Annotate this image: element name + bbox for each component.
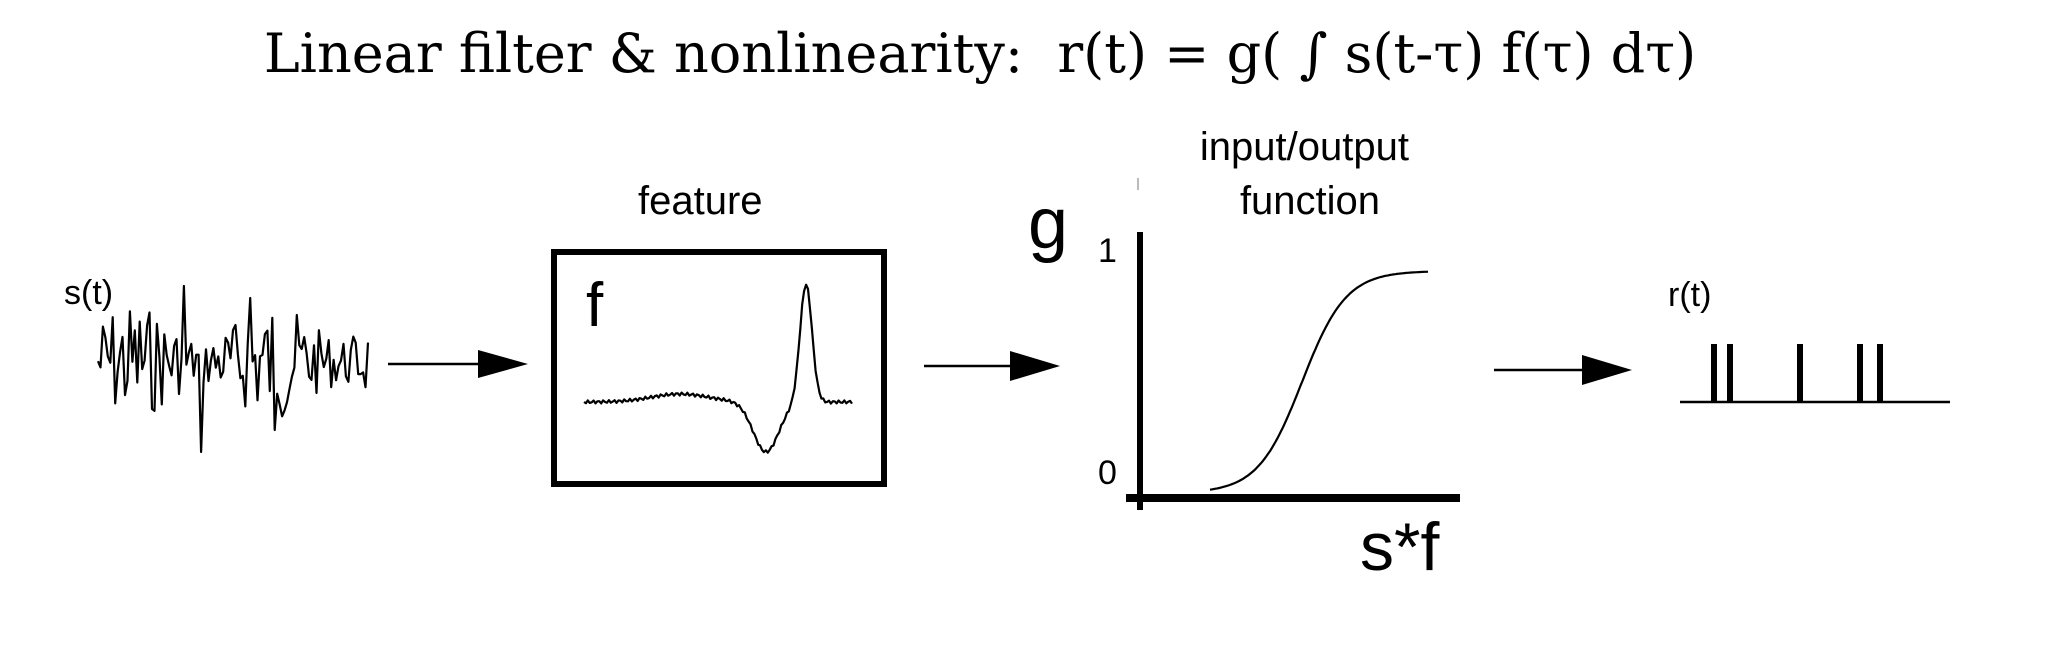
nonlinearity-caption-line1: input/output [1200, 125, 1409, 169]
spike-5 [1877, 344, 1883, 402]
spike-4 [1857, 344, 1863, 402]
arrow-filter-to-nonlinearity [924, 351, 1060, 381]
nonlinearity-symbol: g [1028, 184, 1068, 264]
filter-caption: feature [638, 179, 763, 223]
spike-train [1711, 344, 1883, 402]
y-tick-label-top: 1 [1098, 232, 1117, 270]
filter-box [551, 249, 887, 487]
sigmoid-curve [1209, 270, 1429, 491]
stimulus-label: s(t) [64, 274, 113, 312]
spike-3 [1797, 344, 1803, 402]
diagram-title: Linear filter & nonlinearity: r(t) = g( … [263, 22, 1697, 85]
stimulus-trace [96, 284, 370, 454]
nonlinearity-caption: input/output function [1200, 125, 1420, 223]
filter-kernel-trace [583, 283, 853, 454]
response-label: r(t) [1668, 276, 1711, 314]
x-axis-label: s*f [1360, 509, 1439, 585]
arrow-stimulus-to-filter [388, 350, 528, 378]
spike-1 [1711, 344, 1717, 402]
nonlinearity-caption-line2: function [1240, 179, 1380, 223]
filter-symbol: f [586, 271, 604, 340]
arrow-nonlinearity-to-response [1494, 355, 1632, 385]
spike-2 [1727, 344, 1733, 402]
y-tick-label-bottom: 0 [1098, 454, 1117, 492]
